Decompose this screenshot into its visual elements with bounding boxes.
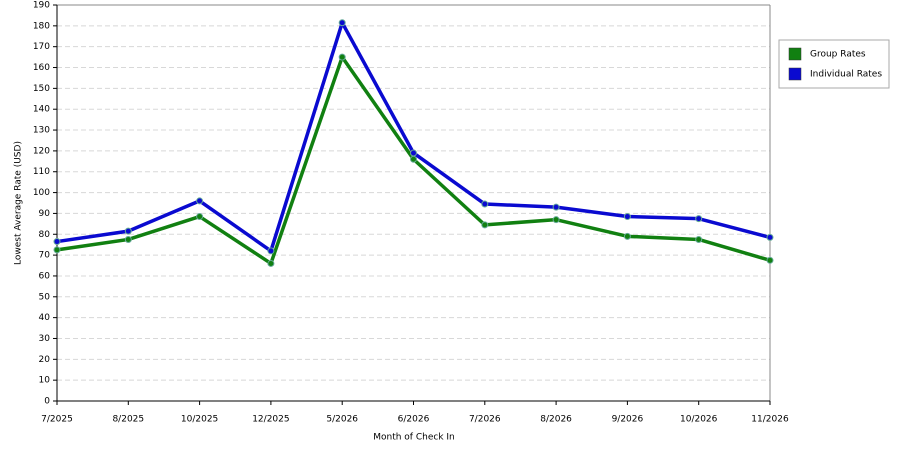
x-tick-label: 5/2026 [326, 415, 358, 425]
data-point [623, 232, 631, 240]
data-point [124, 235, 132, 243]
x-tick-label: 11/2026 [751, 415, 789, 425]
y-tick-label: 80 [39, 230, 51, 240]
x-tick-label: 9/2026 [612, 415, 644, 425]
data-point [196, 197, 204, 205]
data-point [267, 259, 275, 267]
x-axis-label: Month of Check In [373, 433, 455, 443]
y-tick-label: 140 [33, 105, 50, 115]
legend-swatch [788, 47, 802, 61]
y-tick-label: 120 [33, 146, 50, 156]
data-point [53, 246, 61, 254]
y-tick-label: 150 [33, 84, 50, 94]
data-point [623, 213, 631, 221]
x-tick-label: 7/2026 [469, 415, 501, 425]
legend-swatch [788, 67, 802, 81]
data-point [481, 200, 489, 208]
y-tick-label: 190 [33, 1, 50, 11]
legend-box [778, 39, 890, 89]
y-tick-label: 60 [39, 271, 51, 281]
x-tick-label: 10/2026 [680, 415, 718, 425]
data-point [481, 221, 489, 229]
x-tick-label: 6/2026 [398, 415, 430, 425]
legend-label: Group Rates [810, 50, 866, 60]
y-tick-label: 100 [33, 188, 50, 198]
data-point [196, 213, 204, 221]
data-point [766, 256, 774, 264]
data-point [124, 227, 132, 235]
y-tick-label: 160 [33, 63, 50, 73]
data-point [53, 238, 61, 246]
data-point [338, 53, 346, 61]
y-tick-label: 130 [33, 126, 50, 136]
data-point [695, 215, 703, 223]
data-point [410, 155, 417, 163]
x-tick-label: 12/2025 [252, 415, 289, 425]
y-tick-label: 10 [39, 376, 51, 386]
y-tick-label: 180 [33, 21, 50, 31]
data-point [267, 247, 275, 255]
y-tick-label: 110 [33, 167, 50, 177]
y-tick-label: 0 [44, 397, 50, 407]
y-tick-label: 50 [39, 292, 51, 302]
data-point [552, 203, 560, 211]
data-point [766, 233, 774, 241]
data-point [695, 235, 703, 243]
data-point [410, 149, 417, 157]
data-point [338, 19, 346, 27]
x-tick-label: 10/2025 [181, 415, 218, 425]
y-tick-label: 40 [39, 313, 51, 323]
y-tick-label: 20 [39, 355, 51, 365]
y-tick-label: 170 [33, 42, 50, 52]
x-tick-label: 7/2025 [41, 415, 73, 425]
y-tick-label: 70 [39, 251, 51, 261]
y-tick-label: 90 [39, 209, 51, 219]
legend-label: Individual Rates [810, 70, 882, 80]
y-axis-label: Lowest Average Rate (USD) [14, 141, 24, 265]
data-point [552, 216, 560, 224]
x-tick-label: 8/2025 [112, 415, 144, 425]
y-tick-label: 30 [39, 334, 51, 344]
x-tick-label: 8/2026 [540, 415, 572, 425]
